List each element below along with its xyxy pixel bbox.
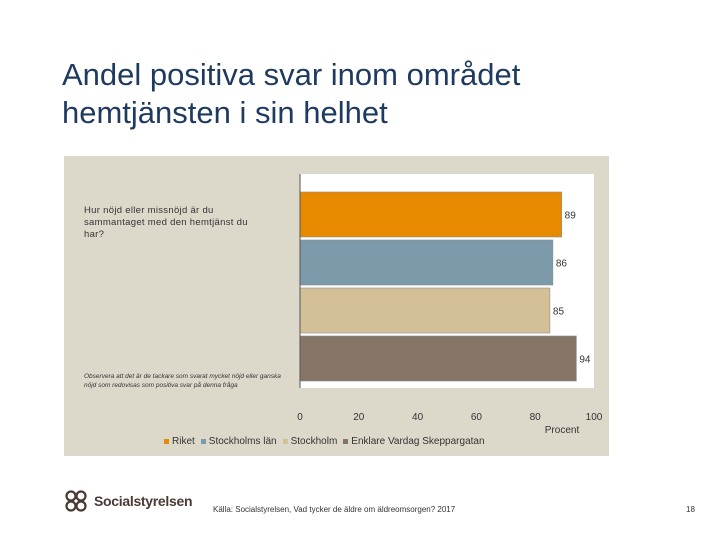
legend-item-riket: Riket	[164, 436, 195, 447]
legend: Riket Stockholms län Stockholm Enklare V…	[164, 436, 485, 447]
legend-item-stockholms-lan: Stockholms län	[200, 436, 277, 447]
bar-chart: 89 86 85 94 0 20 40 60 80 100 Procent	[297, 174, 603, 436]
data-label: 94	[579, 355, 591, 366]
bar-stockholm	[299, 287, 551, 334]
x-tick-label: 100	[586, 412, 603, 423]
source-text: Källa: Socialstyrelsen, Vad tycker de äl…	[213, 505, 456, 514]
page-title: Andel positiva svar inom området hemtjän…	[62, 57, 521, 130]
data-label: 85	[553, 307, 565, 318]
legend-swatch	[282, 439, 288, 444]
x-tick-label: 20	[353, 412, 365, 423]
legend-swatch	[343, 439, 349, 444]
question-label: Hur nöjd eller missnöjd är du sammantage…	[84, 205, 248, 240]
socialstyrelsen-logo: Socialstyrelsen	[64, 490, 193, 512]
x-tick-label: 0	[297, 412, 303, 423]
data-label: 86	[556, 259, 568, 270]
bar-stockholms-l-n	[299, 239, 554, 286]
legend-swatch	[164, 439, 169, 444]
legend-label: Stockholm	[290, 436, 338, 447]
x-tick-label: 60	[471, 412, 483, 423]
legend-label: Enklare Vardag Skeppargatan	[351, 436, 485, 447]
chart-panel: Hur nöjd eller missnöjd är du sammantage…	[64, 156, 609, 456]
x-axis-label: Procent	[545, 425, 580, 436]
x-tick-label: 40	[412, 412, 424, 423]
bar-enklare-vardag-skeppargatan	[299, 335, 577, 382]
data-label: 89	[565, 211, 577, 222]
legend-label: Stockholms län	[208, 436, 277, 447]
legend-swatch	[200, 439, 206, 444]
bar-riket	[299, 191, 562, 238]
page-number: 18	[686, 505, 695, 514]
legend-label: Riket	[172, 436, 195, 447]
legend-item-enklare-vardag: Enklare Vardag Skeppargatan	[343, 436, 485, 447]
legend-item-stockholm: Stockholm	[282, 436, 338, 447]
footnote: Observera att det är de tackare som svar…	[84, 373, 281, 389]
logo-text: Socialstyrelsen	[94, 493, 193, 509]
logo-emblem-icon	[65, 490, 87, 512]
x-tick-label: 80	[530, 412, 542, 423]
